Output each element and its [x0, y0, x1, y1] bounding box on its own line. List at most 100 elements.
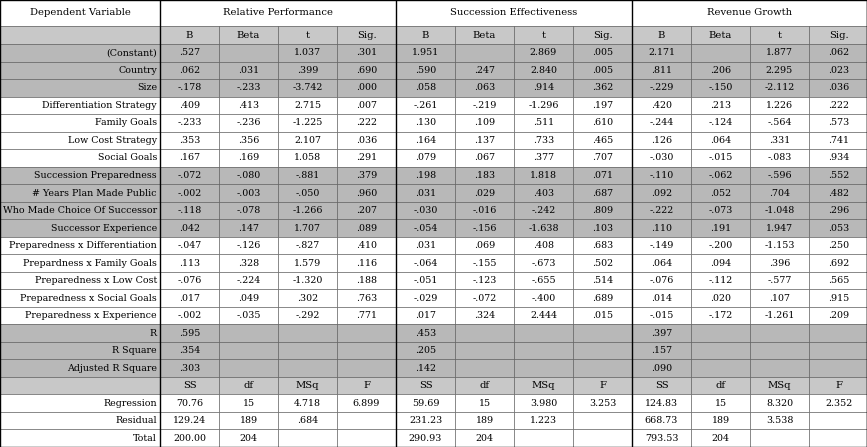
Text: 2.352: 2.352	[825, 399, 852, 408]
Bar	[691, 114, 750, 132]
Bar	[0, 132, 160, 149]
Bar	[219, 254, 278, 272]
Bar	[160, 272, 219, 289]
Text: df: df	[479, 381, 490, 390]
Text: Beta: Beta	[237, 30, 260, 39]
Bar	[160, 97, 219, 114]
Text: 2.869: 2.869	[530, 48, 557, 57]
Text: Size: Size	[137, 84, 157, 93]
Text: .014: .014	[651, 294, 672, 303]
Text: Total: Total	[134, 434, 157, 443]
Text: .465: .465	[592, 136, 613, 145]
Bar	[455, 132, 514, 149]
Text: 793.53: 793.53	[645, 434, 678, 443]
Bar	[160, 202, 219, 219]
Bar	[514, 394, 573, 412]
Bar	[573, 342, 632, 359]
Text: -.030: -.030	[649, 153, 674, 162]
Text: 15: 15	[243, 399, 255, 408]
Bar	[337, 394, 396, 412]
Text: .167: .167	[179, 153, 200, 162]
Bar	[455, 97, 514, 114]
Bar	[514, 430, 573, 447]
Text: .763: .763	[355, 294, 377, 303]
Text: -.673: -.673	[531, 258, 556, 268]
Text: .771: .771	[356, 311, 377, 320]
Text: -.080: -.080	[237, 171, 261, 180]
Text: 1.037: 1.037	[294, 48, 321, 57]
Bar	[691, 149, 750, 167]
Bar	[691, 359, 750, 377]
Text: -.244: -.244	[649, 118, 674, 127]
Bar	[514, 202, 573, 219]
Bar	[160, 167, 219, 184]
Text: -.076: -.076	[178, 276, 202, 285]
Bar	[573, 202, 632, 219]
Text: -.002: -.002	[178, 189, 202, 198]
Bar	[632, 114, 691, 132]
Bar	[455, 202, 514, 219]
Text: F: F	[599, 381, 606, 390]
Text: MSq: MSq	[531, 381, 555, 390]
Bar	[514, 377, 573, 394]
Text: df: df	[715, 381, 726, 390]
Bar	[691, 219, 750, 237]
Bar	[0, 219, 160, 237]
Bar	[278, 377, 337, 394]
Text: 3.980: 3.980	[530, 399, 557, 408]
Bar	[632, 44, 691, 62]
Text: .690: .690	[355, 66, 377, 75]
Bar	[514, 167, 573, 184]
Bar	[809, 219, 867, 237]
Text: .684: .684	[297, 416, 318, 425]
Text: df: df	[244, 381, 253, 390]
Bar	[632, 26, 691, 44]
Text: 204: 204	[475, 434, 493, 443]
Bar	[514, 62, 573, 79]
Text: Prepardness x Family Goals: Prepardness x Family Goals	[23, 258, 157, 268]
Bar	[455, 254, 514, 272]
Bar	[219, 412, 278, 430]
Bar	[514, 307, 573, 325]
Bar	[632, 307, 691, 325]
Bar	[750, 97, 809, 114]
Text: -.155: -.155	[473, 258, 497, 268]
Bar	[455, 342, 514, 359]
Bar	[396, 412, 455, 430]
Bar	[573, 254, 632, 272]
Text: Regression: Regression	[103, 399, 157, 408]
Text: -.224: -.224	[237, 276, 261, 285]
Bar	[337, 219, 396, 237]
Bar	[691, 97, 750, 114]
Bar	[691, 79, 750, 97]
Text: MSq: MSq	[768, 381, 792, 390]
Text: -.072: -.072	[473, 294, 497, 303]
Text: .687: .687	[592, 189, 613, 198]
Bar	[573, 219, 632, 237]
Bar	[0, 412, 160, 430]
Text: .007: .007	[356, 101, 377, 110]
Bar	[0, 289, 160, 307]
Bar	[573, 307, 632, 325]
Text: Preparedness x Experience: Preparedness x Experience	[25, 311, 157, 320]
Text: -1.320: -1.320	[292, 276, 323, 285]
Bar	[691, 184, 750, 202]
Text: -.002: -.002	[178, 311, 202, 320]
Bar	[691, 237, 750, 254]
Bar	[750, 289, 809, 307]
Bar	[337, 359, 396, 377]
Text: 231.23: 231.23	[409, 416, 442, 425]
Text: .482: .482	[828, 189, 849, 198]
Bar	[219, 26, 278, 44]
Text: .064: .064	[651, 258, 672, 268]
Bar	[573, 26, 632, 44]
Bar	[809, 412, 867, 430]
Text: .356: .356	[238, 136, 259, 145]
Bar	[337, 254, 396, 272]
Bar	[396, 149, 455, 167]
Text: .354: .354	[179, 346, 200, 355]
Text: -.233: -.233	[236, 84, 261, 93]
Bar	[691, 132, 750, 149]
Bar	[160, 237, 219, 254]
Bar	[809, 430, 867, 447]
